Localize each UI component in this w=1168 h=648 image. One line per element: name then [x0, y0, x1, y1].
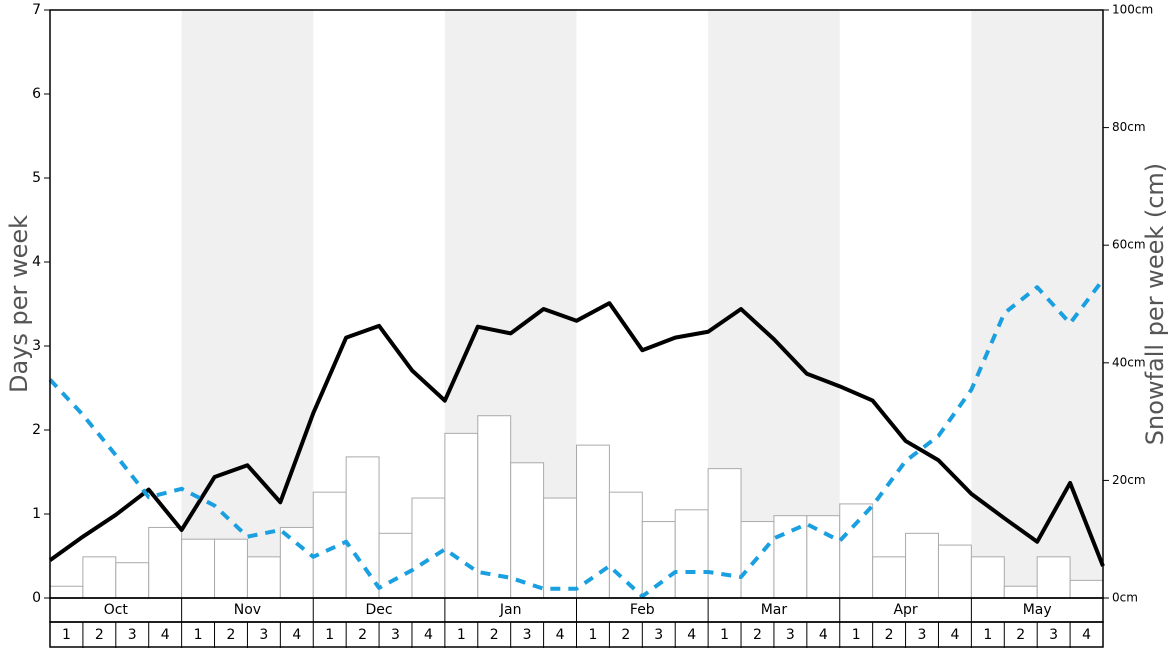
y-tick-label: 4	[32, 254, 41, 270]
snowfall-bar	[905, 532, 939, 599]
days-line	[48, 278, 1105, 599]
snowfall-bar	[214, 538, 248, 599]
y2-axis-title: Snowfall per week (cm)	[1141, 163, 1168, 445]
week-label: 4	[424, 627, 433, 643]
week-label: 4	[687, 627, 696, 643]
y-tick-label: 6	[32, 86, 41, 102]
month-label: Dec	[366, 602, 393, 618]
y-axis-title: Days per week	[5, 215, 33, 393]
snowfall-bar	[477, 415, 512, 599]
week-label: 4	[950, 627, 959, 643]
snowfall-bar	[839, 503, 874, 599]
week-label: 3	[1049, 627, 1058, 643]
week-label: 1	[588, 627, 597, 643]
snowfall-bar	[806, 515, 841, 599]
week-label: 2	[490, 627, 499, 643]
month-label: Mar	[761, 602, 788, 618]
snowfall-bar	[279, 526, 314, 599]
snowfall-bar	[707, 468, 742, 599]
snowfall-bar	[49, 585, 84, 599]
week-label: 2	[1016, 627, 1025, 643]
month-label: Oct	[104, 602, 129, 618]
snowfall-bar	[411, 497, 446, 599]
week-label: 4	[161, 627, 170, 643]
snowfall-bar	[246, 556, 281, 599]
week-label: 3	[786, 627, 795, 643]
week-label: 3	[391, 627, 400, 643]
snowfall-bar	[115, 562, 150, 599]
week-label: 2	[95, 627, 104, 643]
month-label: May	[1023, 602, 1052, 618]
axes: 0 1 2 3 4 5 6 7 0cm 20cm 40cm 60cm 80cm 100cm Oct Nov De…	[32, 2, 1153, 648]
week-label: 1	[720, 627, 729, 643]
month-shade	[971, 10, 1103, 598]
week-label: 3	[523, 627, 532, 643]
snowfall-bar	[1069, 579, 1104, 599]
week-label: 4	[819, 627, 828, 643]
week-label: 2	[885, 627, 894, 643]
snowfall-bar	[181, 538, 216, 599]
y-tick-label: 5	[32, 170, 41, 186]
week-label: 1	[852, 627, 861, 643]
y-tick-label: 2	[32, 422, 41, 438]
y-tick-label: 3	[32, 338, 41, 354]
y2-tick-label: 0cm	[1112, 591, 1138, 605]
week-label: 4	[1082, 627, 1091, 643]
month-label: Nov	[234, 602, 261, 618]
snowfall-bar	[82, 556, 117, 599]
week-label: 3	[654, 627, 663, 643]
y2-tick-label: 80cm	[1112, 120, 1146, 134]
snowfall-bar	[1003, 585, 1038, 599]
week-label: 1	[457, 627, 466, 643]
y2-tick-label: 20cm	[1112, 473, 1146, 487]
week-label: 1	[62, 627, 71, 643]
snowfall-bar	[674, 509, 709, 599]
snowfall-bar	[543, 497, 577, 599]
snowfall-bar	[444, 432, 479, 599]
snowfall-bar	[378, 532, 413, 599]
snowfall-bar	[773, 515, 808, 599]
week-label: 3	[918, 627, 927, 643]
days-line	[48, 301, 1105, 567]
month-label: Apr	[893, 602, 917, 618]
y-tick-label: 7	[32, 2, 41, 18]
month-label: Feb	[630, 602, 655, 618]
month-label: Jan	[499, 602, 522, 618]
y2-tick-label: 100cm	[1112, 3, 1153, 17]
snowfall-bar	[937, 544, 972, 599]
y2-tick-label: 60cm	[1112, 238, 1146, 252]
snowfall-bar	[608, 491, 643, 599]
week-label: 3	[128, 627, 137, 643]
week-label: 2	[358, 627, 367, 643]
week-label: 3	[259, 627, 268, 643]
snowfall-bar	[970, 556, 1005, 599]
snowfall-bar	[1036, 556, 1071, 599]
y-tick-label: 1	[32, 506, 41, 522]
week-label: 4	[556, 627, 565, 643]
snowfall-bar	[312, 491, 347, 599]
week-label: 1	[983, 627, 992, 643]
week-label: 1	[325, 627, 334, 643]
snowfall-bar	[576, 444, 610, 599]
snowfall-bar	[345, 456, 380, 599]
marks	[48, 278, 1105, 599]
snowfall-bar	[872, 556, 907, 599]
week-label: 2	[753, 627, 762, 643]
y-tick-label: 0	[32, 590, 41, 606]
week-label: 4	[292, 627, 301, 643]
y2-tick-label: 40cm	[1112, 355, 1146, 369]
week-label: 2	[227, 627, 236, 643]
week-label: 1	[194, 627, 203, 643]
background	[181, 10, 1103, 598]
month-shade	[181, 10, 314, 598]
snowfall-bar	[148, 526, 183, 599]
snowfall-bar	[510, 462, 545, 599]
week-label: 2	[621, 627, 630, 643]
